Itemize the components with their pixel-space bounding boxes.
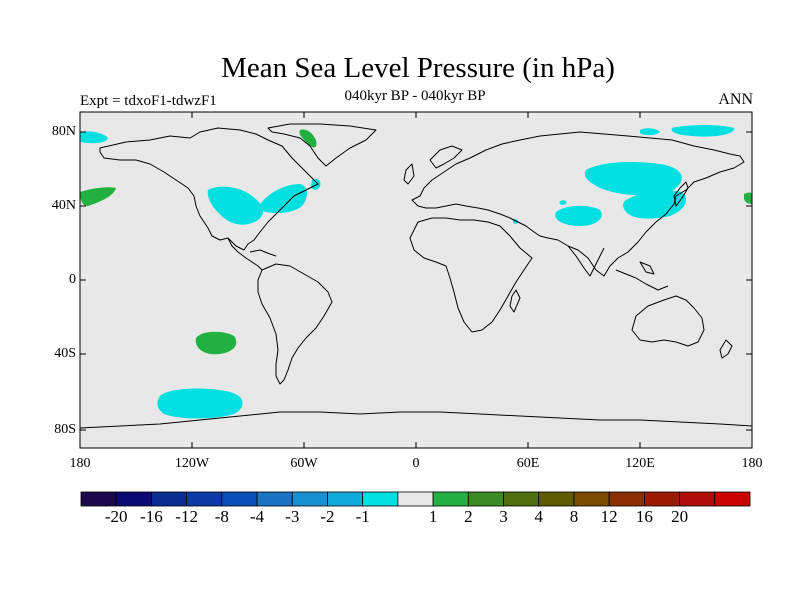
central-america-coast [227,237,263,271]
negative-anomaly-east-asia [623,190,686,219]
negative-anomaly-arctic-pacific [671,125,735,137]
india-coast [567,245,605,277]
scandinavia-coast [429,145,463,169]
colorbar-tick-label: 3 [499,507,508,526]
madagascar-coast [509,289,521,313]
positive-anomaly-north-pacific-west [80,187,116,206]
japan-coast [673,181,689,207]
colorbar-tick-label: -4 [249,507,265,526]
colorbar [80,491,751,507]
colorbar-swatch [643,491,680,507]
lon-tick-label: 180 [69,456,91,471]
eurasia-coast [411,131,745,277]
lat-tick-label: 80N [51,124,76,139]
colorbar-tick-label: 1 [428,507,438,526]
australia-coast [631,295,705,347]
map-subtitle: 040kyr BP - 040kyr BP [344,88,486,104]
experiment-label: Expt = tdxoF1-tdwzF1 [80,93,217,109]
colorbar-tick-label: -1 [355,507,370,526]
positive-anomaly-south-pacific [195,331,237,355]
africa-coast [409,217,533,333]
colorbar-swatch [186,491,223,507]
negative-anomaly-north-pacific [80,131,108,144]
colorbar-swatch [608,491,645,507]
colorbar-swatch [397,491,434,507]
north-america-coast [99,127,319,251]
colorbar-swatch [362,491,399,507]
lon-tick-label: 180 [741,456,763,471]
greenland-coast [267,123,377,167]
colorbar-tick-label: 4 [534,507,543,526]
colorbar-tick-label: 8 [569,507,579,526]
negative-anomaly-north-america-east [259,184,308,214]
caribbean-coast [249,249,277,257]
negative-anomaly-middle-east-small [559,200,567,205]
anomaly-fields [80,125,752,419]
antarctica-coast [80,411,752,429]
colorbar-swatch [679,491,716,507]
colorbar-swatch [221,491,258,507]
lon-tick-label: 120W [174,456,210,471]
colorbar-tick-label: -20 [104,507,128,526]
south-america-coast [257,263,333,385]
colorbar-swatch [714,491,751,507]
negative-anomaly-central-asia [584,162,682,196]
colorbar-swatch [538,491,575,507]
colorbar-tick-label: -2 [320,507,335,526]
axis-ticks [80,112,752,448]
negative-anomaly-arctic-siberia [640,128,660,136]
lon-tick-label: 60E [516,456,540,471]
negative-anomaly-newfoundland [311,178,321,190]
colorbar-swatch [80,491,117,507]
lat-tick-label: 0 [69,272,76,287]
colorbar-tick-label: -12 [175,507,198,526]
lon-tick-label: 60W [290,456,318,471]
colorbar-swatch [151,491,188,507]
season-label: ANN [718,91,753,108]
colorbar-swatch [503,491,540,507]
colorbar-tick-label: 16 [635,507,653,526]
new-zealand-coast [719,339,733,359]
lat-tick-label: 40N [51,198,76,213]
lon-tick-label: 120E [625,456,655,471]
positive-anomaly-greenland [299,129,317,148]
coastlines [80,123,752,429]
negative-anomaly-southern-ocean [157,388,243,419]
colorbar-swatch [291,491,328,507]
negative-anomaly-middle-east [555,205,602,226]
colorbar-swatch [115,491,152,507]
colorbar-swatch [467,491,504,507]
colorbar-tick-label: -8 [214,507,229,526]
indonesia-coast [615,261,669,291]
lat-tick-label: 80S [54,422,76,437]
uk-coast [403,163,415,185]
colorbar-swatch [432,491,469,507]
colorbar-tick-label: 12 [600,507,618,526]
lat-tick-label: 40S [54,346,76,361]
colorbar-swatch [327,491,364,507]
colorbar-tick-label: 2 [464,507,473,526]
map-title: Mean Sea Level Pressure (in hPa) [221,52,615,84]
positive-anomaly-north-pacific-east [744,192,752,204]
colorbar-swatch [573,491,610,507]
colorbar-tick-label: -16 [140,507,163,526]
colorbar-swatch [256,491,293,507]
colorbar-tick-label: -3 [285,507,300,526]
lon-tick-label: 0 [412,456,420,471]
negative-anomaly-north-america-west [207,186,264,225]
colorbar-tick-label: 20 [671,507,689,526]
